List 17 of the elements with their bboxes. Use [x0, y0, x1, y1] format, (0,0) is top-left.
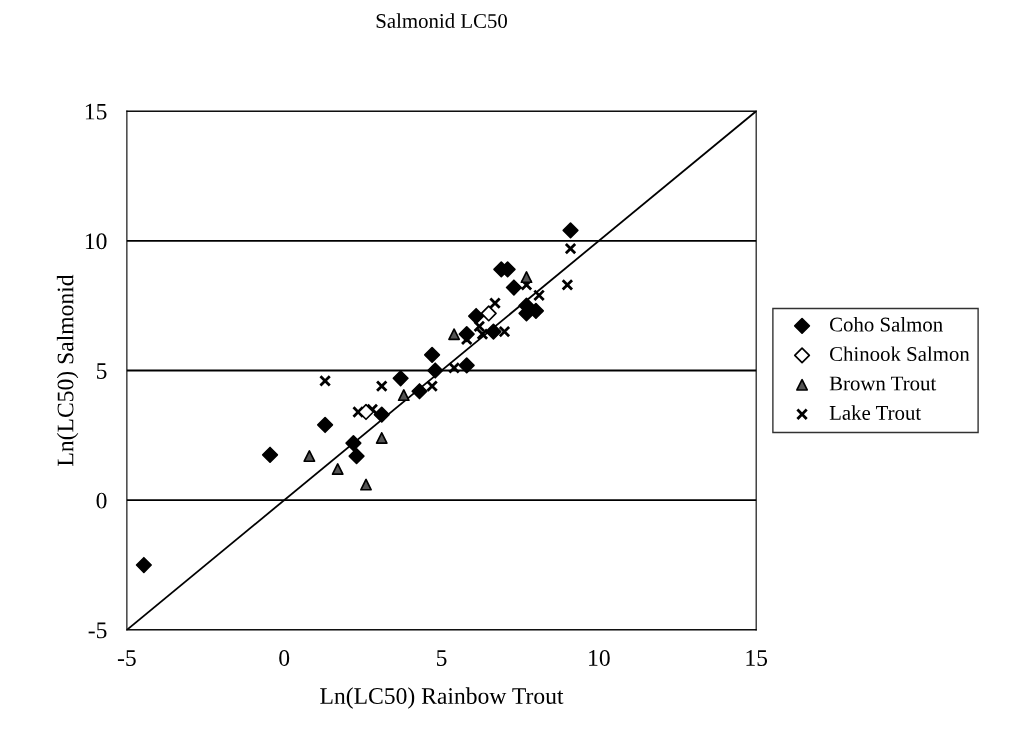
x-tick-label: 0 [279, 649, 290, 666]
legend-label: Chinook Salmon [829, 346, 970, 362]
chart-title: Salmonid LC50 [376, 13, 507, 29]
y-tick-label: 5 [97, 363, 107, 379]
y-tick-label: 0 [96, 492, 107, 509]
y-axis-title: Ln(LC50) Salmonid [56, 274, 79, 466]
x-tick-label: 5 [436, 650, 447, 666]
y-tick-label: -5 [88, 622, 107, 639]
y-tick-label: 15 [85, 103, 107, 120]
legend-label: Lake Trout [829, 405, 922, 420]
legend-label: Brown Trout [829, 376, 937, 391]
x-tick-label: -5 [117, 650, 136, 666]
x-axis-title: Ln(LC50) Rainbow Trout [320, 687, 564, 709]
y-tick-label: 10 [85, 233, 107, 250]
x-tick-label: 10 [589, 649, 610, 666]
x-tick-label: 15 [746, 650, 768, 666]
legend-label: Coho Salmon [829, 316, 943, 332]
